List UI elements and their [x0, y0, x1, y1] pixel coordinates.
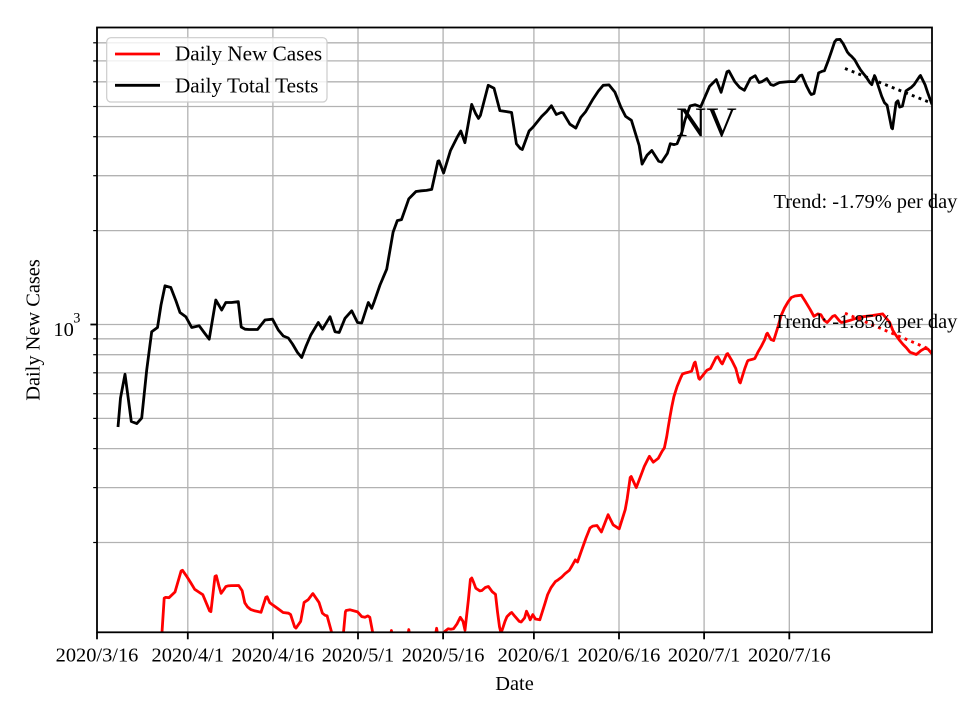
svg-text:2020/7/1: 2020/7/1	[668, 645, 741, 667]
svg-text:2020/4/1: 2020/4/1	[152, 645, 225, 667]
svg-text:2020/5/16: 2020/5/16	[402, 645, 485, 667]
svg-text:2020/5/1: 2020/5/1	[322, 645, 395, 667]
svg-text:Trend: -1.79% per day: Trend: -1.79% per day	[774, 191, 959, 213]
svg-text:Trend: -1.85% per day: Trend: -1.85% per day	[774, 311, 959, 333]
svg-text:3: 3	[73, 311, 80, 327]
svg-text:10: 10	[53, 319, 73, 341]
svg-text:2020/4/16: 2020/4/16	[232, 645, 315, 667]
svg-text:Daily New Cases: Daily New Cases	[175, 42, 322, 66]
svg-text:Daily Total Tests: Daily Total Tests	[175, 73, 318, 97]
svg-text:2020/3/16: 2020/3/16	[56, 645, 139, 667]
svg-text:2020/7/16: 2020/7/16	[748, 645, 831, 667]
svg-text:Date: Date	[495, 673, 534, 695]
svg-text:Daily New Cases: Daily New Cases	[23, 259, 45, 401]
svg-text:NV: NV	[676, 100, 737, 146]
svg-text:2020/6/16: 2020/6/16	[578, 645, 661, 667]
svg-text:2020/6/1: 2020/6/1	[498, 645, 571, 667]
